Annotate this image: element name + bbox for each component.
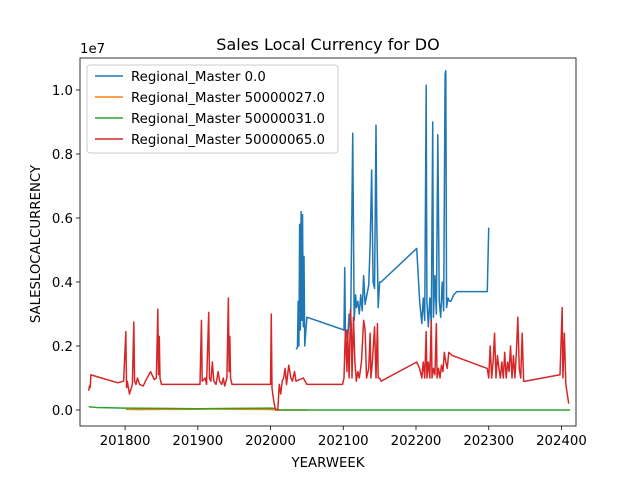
- series-lines: [87, 70, 571, 411]
- x-axis-ticks: 201800 201900 202000 202100 202200 202300 2024…: [100, 426, 587, 449]
- y-tick-label: 0.0: [52, 404, 73, 419]
- legend-label: Regional_Master 50000027.0: [131, 91, 325, 106]
- x-tick-label: 202100: [318, 434, 369, 449]
- series-line-3: [88, 406, 571, 411]
- y-tick-label: 0.8: [52, 148, 73, 163]
- series-line-4: [87, 297, 570, 411]
- legend-label: Regional_Master 50000031.0: [131, 112, 325, 127]
- x-axis-label: YEARWEEK: [291, 456, 365, 471]
- x-tick-label: 202300: [463, 434, 514, 449]
- legend-box: [86, 64, 339, 154]
- chart-title: Sales Local Currency for DO: [216, 35, 439, 54]
- x-tick-label: 202200: [391, 434, 442, 449]
- x-tick-label: 202400: [536, 434, 587, 449]
- x-tick-label: 201800: [100, 434, 151, 449]
- y-axis-ticks: 0.0 0.2 0.4 0.6 0.8 1.0: [52, 84, 80, 419]
- legend: Regional_Master 0.0 Regional_Master 50000…: [86, 64, 339, 154]
- plot-area: [79, 57, 577, 427]
- series-line-1: [295, 70, 490, 350]
- y-scale-label: 1e7: [80, 42, 105, 57]
- y-axis-label: SALESLOCALCURRENCY: [29, 164, 44, 323]
- y-tick-label: 0.6: [52, 212, 73, 227]
- y-tick-label: 0.2: [52, 340, 73, 355]
- y-tick-label: 0.4: [52, 276, 73, 291]
- x-tick-label: 201900: [172, 434, 223, 449]
- y-tick-label: 1.0: [52, 84, 73, 99]
- legend-label: Regional_Master 50000065.0: [131, 133, 325, 148]
- axes-frame: [79, 57, 577, 427]
- legend-label: Regional_Master 0.0: [131, 70, 266, 85]
- x-tick-label: 202000: [245, 434, 296, 449]
